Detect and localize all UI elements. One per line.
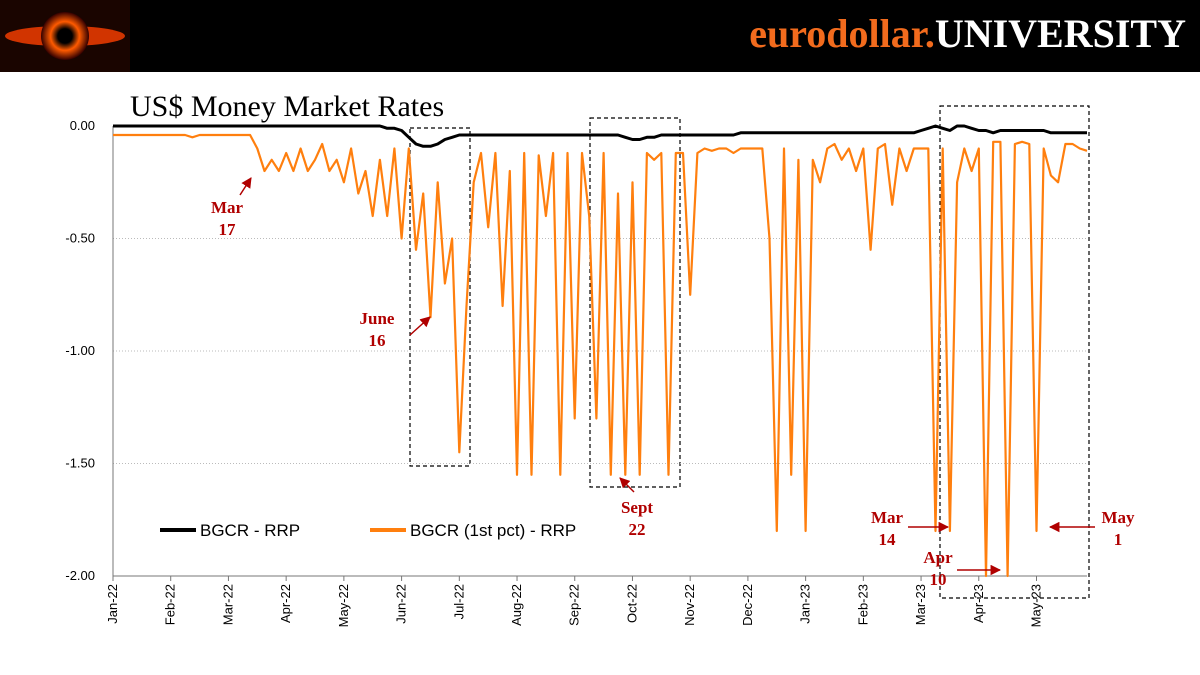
x-tick-label: May-22 <box>336 584 351 627</box>
series-line <box>113 133 1088 578</box>
x-tick-label: Mar-23 <box>913 584 928 625</box>
annotation: Mar <box>211 198 244 217</box>
x-tick-label: Jan-23 <box>798 584 813 624</box>
x-tick-label: Apr-22 <box>278 584 293 623</box>
annotation: 22 <box>629 520 646 539</box>
x-tick-label: Jan-22 <box>105 584 120 624</box>
highlight-box <box>409 127 471 467</box>
x-tick-label: Aug-22 <box>509 584 524 626</box>
annotation: 17 <box>219 220 237 239</box>
series-line <box>113 124 1087 148</box>
brand: eurodollar.UNIVERSITY <box>749 11 1186 56</box>
x-tick-label: Jul-22 <box>451 584 466 619</box>
annotation-arrow <box>619 477 635 493</box>
brand-name: eurodollar. <box>749 11 935 56</box>
brand-suffix: UNIVERSITY <box>935 11 1186 56</box>
logo <box>41 12 89 60</box>
annotation: Mar <box>871 508 904 527</box>
legend-label: BGCR (1st pct) - RRP <box>410 521 576 540</box>
annotation: 16 <box>369 331 386 350</box>
highlight-box <box>939 105 1090 599</box>
y-tick-label: -0.50 <box>65 231 95 246</box>
annotation: June <box>360 309 395 328</box>
annotation: 14 <box>879 530 897 549</box>
y-tick-label: -1.00 <box>65 343 95 358</box>
highlight-boxes <box>409 105 1090 599</box>
annotation-arrow <box>239 177 252 196</box>
y-tick-label: 0.00 <box>70 118 95 133</box>
x-tick-label: Sep-22 <box>567 584 582 626</box>
x-tick-label: Feb-22 <box>163 584 178 625</box>
chart-title: US$ Money Market Rates <box>130 90 444 123</box>
x-tick-label: Jun-22 <box>394 584 409 624</box>
legend-label: BGCR - RRP <box>200 521 300 540</box>
annotation: Sept <box>621 498 653 517</box>
y-tick-label: -2.00 <box>65 568 95 583</box>
x-tick-label: Apr-23 <box>971 584 986 623</box>
y-tick-label: -1.50 <box>65 456 95 471</box>
x-tick-label: Dec-22 <box>740 584 755 626</box>
annotation-arrow <box>409 316 431 336</box>
x-tick-label: Nov-22 <box>682 584 697 626</box>
x-tick-label: Mar-22 <box>220 584 235 625</box>
highlight-box <box>589 117 681 488</box>
annotation: 1 <box>1114 530 1123 549</box>
x-tick-label: Oct-22 <box>624 584 639 623</box>
annotation: Apr <box>923 548 953 567</box>
x-tick-label: Feb-23 <box>855 584 870 625</box>
annotation: 10 <box>930 570 947 589</box>
x-tick-label: May-23 <box>1028 584 1043 627</box>
annotation: May <box>1101 508 1135 527</box>
header-band <box>0 0 1200 72</box>
